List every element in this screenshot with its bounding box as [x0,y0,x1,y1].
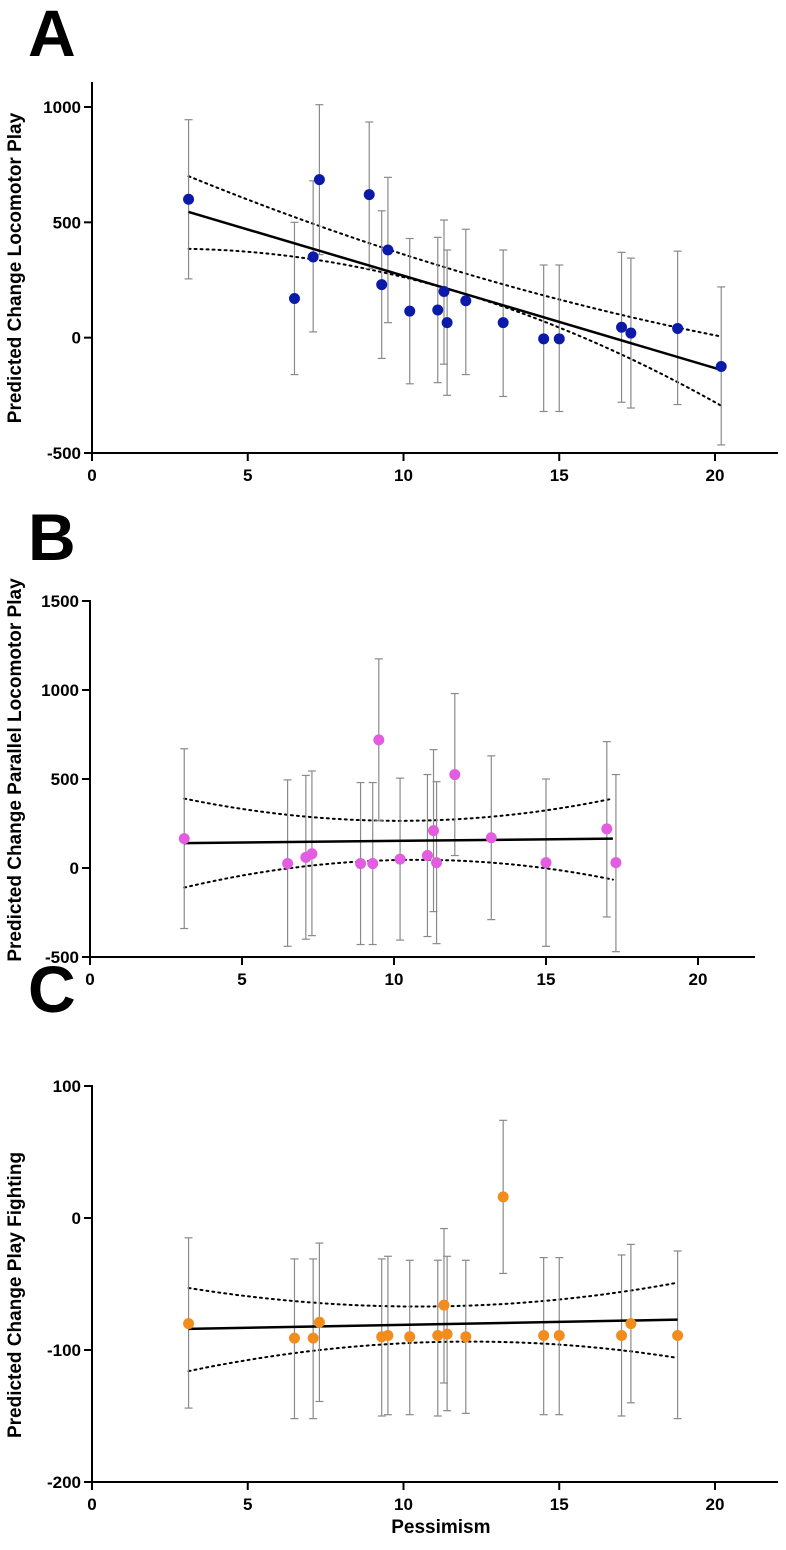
data-point [625,327,637,339]
y-tick-label: 0 [72,1209,81,1228]
x-tick-label: 20 [706,466,725,485]
x-tick-label: 5 [243,466,252,485]
panel-b: B -500 0 500 1000 1500 0 5 10 15 20 Predicted Chang… [5,500,755,989]
x-axis-title: Pessimism [391,1517,490,1538]
confidence-band-upper [187,175,723,338]
data-point [355,858,367,870]
data-point [307,251,319,263]
data-point [363,189,375,201]
data-point [441,317,453,329]
data-point [367,858,379,870]
x-tick-label: 0 [87,466,96,485]
data-point [616,1329,628,1341]
data-point [538,1329,550,1341]
y-axis-title: Predicted Change Parallel Locomotor Play [5,578,26,962]
x-tick-label: 10 [394,466,413,485]
data-point [497,1191,509,1203]
data-point [438,1299,450,1311]
regression-line [188,210,722,372]
data-point [288,1332,300,1344]
data-point [672,1329,684,1341]
data-point [610,857,622,869]
data-point [715,361,727,372]
y-tick-label: 1000 [41,681,79,700]
data-point [421,850,433,862]
y-tick-label: 1000 [43,98,81,117]
data-point [183,1318,195,1330]
panel-a: A -500 0 500 1000 0 5 10 15 20 Predicted Change Lo… [5,0,778,485]
y-tick-label: -200 [47,1473,81,1492]
data-point [307,1332,319,1344]
x-tick-label: 5 [237,970,246,989]
data-point [497,317,509,329]
data-point [306,848,318,860]
y-axis-title: Predicted Change Locomotor Play [5,112,26,423]
y-tick-label: 0 [70,859,79,878]
data-point [431,857,443,869]
panel-letter: C [28,952,76,1026]
data-point [460,295,472,307]
data-point [288,292,300,304]
data-point [373,734,385,746]
data-point [625,1318,637,1330]
y-tick-label: 0 [72,329,81,348]
data-point [178,833,190,845]
y-tick-label: 500 [53,213,81,232]
data-point [601,823,613,835]
data-point [485,832,497,844]
data-point [394,853,406,865]
data-point [382,244,394,256]
data-point [449,769,461,781]
data-point [460,1331,472,1343]
x-tick-label: 20 [706,1495,725,1514]
data-point [672,322,684,334]
x-tick-label: 0 [87,1495,96,1514]
data-point [441,1328,453,1340]
regression-line [184,837,613,845]
data-point [382,1329,394,1341]
y-tick-label: -500 [45,948,79,967]
data-point [540,857,552,869]
x-tick-label: 20 [689,970,708,989]
confidence-band-upper [183,797,614,822]
confidence-band-upper [187,1281,679,1308]
data-point [553,1329,565,1341]
y-axis-title: Predicted Change Play Fighting [5,1152,26,1438]
panel-letter: A [28,0,76,70]
x-tick-label: 15 [550,466,569,485]
x-tick-label: 5 [243,1495,252,1514]
data-point [538,333,550,345]
data-point [404,305,416,317]
y-tick-label: 1500 [41,592,79,611]
data-point [376,279,388,291]
y-tick-label: -100 [47,1341,81,1360]
x-tick-label: 15 [550,1495,569,1514]
data-point [616,321,628,333]
x-tick-label: 15 [537,970,556,989]
panel-letter: B [28,500,76,574]
x-tick-label: 10 [385,970,404,989]
y-tick-label: -500 [47,444,81,463]
y-tick-label: 500 [51,770,79,789]
data-point [313,174,325,186]
data-point [428,825,440,837]
x-tick-label: 0 [85,970,94,989]
data-point [438,286,450,298]
confidence-band-lower [187,1340,679,1373]
confidence-band-lower [187,247,723,407]
data-point [183,193,195,205]
data-point [432,304,444,316]
data-point [553,333,565,345]
y-tick-label: 100 [53,1077,81,1096]
data-point [282,858,294,870]
data-point [313,1316,325,1328]
regression-line [188,1318,678,1331]
data-point [404,1331,416,1343]
x-tick-label: 10 [394,1495,413,1514]
data-point [432,1329,444,1341]
